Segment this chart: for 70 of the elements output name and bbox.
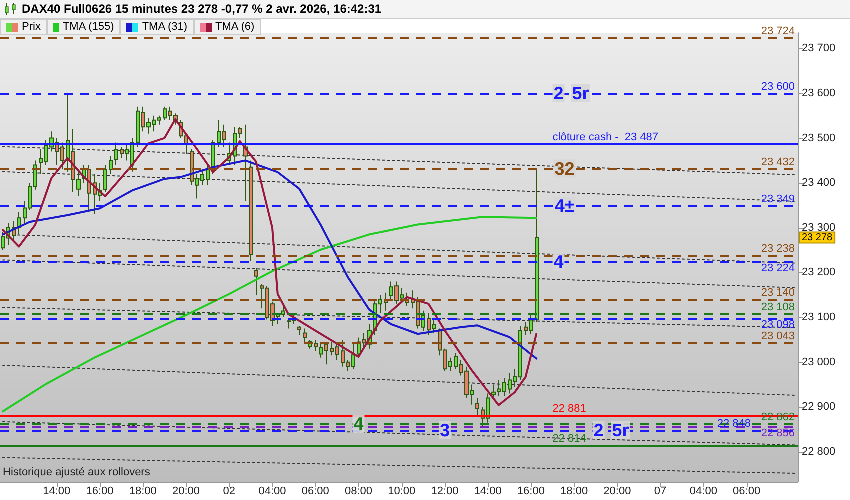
y-tick-label: 23 600: [802, 87, 836, 100]
legend-label: Prix: [0, 19, 47, 35]
annotation: 4: [354, 414, 364, 434]
line-series: [2, 118, 538, 406]
candlestick: [314, 339, 318, 352]
candlestick: [297, 326, 301, 336]
x-tick-label: 06:00: [733, 486, 761, 498]
x-tick-label: 14:00: [43, 486, 71, 498]
ref-line-label: 23 098: [761, 318, 795, 331]
candlestick: [491, 384, 496, 401]
y-tick-label: 23 200: [802, 266, 836, 279]
annotation: 3: [440, 420, 450, 440]
ref-line-label: 23 224: [761, 262, 795, 274]
annotation: 32: [554, 158, 575, 179]
x-tick-label: 20:00: [604, 486, 632, 498]
candlestick: [535, 168, 539, 323]
x-tick-label: 16:00: [86, 486, 114, 498]
ref-line-label: 22 814: [552, 433, 586, 446]
annotation: 5r: [572, 83, 590, 104]
x-tick-label: 14:00: [474, 486, 502, 498]
line-series: [2, 160, 538, 360]
x-tick-label: 04:00: [690, 486, 718, 498]
y-tick-label: 23 300: [802, 222, 836, 234]
ref-line-label: 23 432: [761, 156, 795, 168]
y-tick-label: 23 000: [802, 356, 836, 368]
x-tick-label: 06:00: [302, 486, 330, 498]
x-tick-label: 18:00: [129, 486, 157, 498]
y-tick-label: 23 400: [802, 177, 836, 190]
candlestick: [206, 164, 210, 186]
candlestick: [254, 268, 258, 296]
ref-line-label: 23 724: [761, 25, 795, 38]
candlestick: [303, 328, 307, 343]
x-tick-label: 08:00: [344, 486, 372, 498]
x-tick-label: 02: [223, 486, 236, 498]
x-tick-label: 10:00: [388, 486, 416, 498]
x-tick-label: 20:00: [172, 486, 200, 498]
chart-title: DAX40 Full0626 15 minutes 23 278 -0,77 % 2 avr. 2026, 16:42:31: [22, 1, 382, 18]
legend-label: TMA (155): [46, 19, 120, 35]
x-tick-label: 12:00: [431, 486, 459, 498]
line-series: [2, 216, 538, 413]
ref-line-label: 23 140: [761, 287, 795, 300]
ref-line-label: 23 108: [761, 301, 795, 314]
ref-line-label: 23 043: [761, 330, 795, 343]
y-tick-label: 22 800: [802, 446, 836, 458]
x-tick-label: 04:00: [258, 486, 286, 498]
candlestick: [243, 124, 248, 202]
y-tick-label: 23 100: [802, 312, 836, 324]
candlestick: [249, 160, 253, 262]
candlestick: [475, 398, 479, 417]
candlestick: [281, 306, 285, 318]
ref-line-label: 23 238: [761, 243, 795, 256]
y-tick-label: 23 500: [802, 132, 836, 144]
ref-line-label: clôture cash - 23 487: [552, 132, 659, 144]
annotation: 4: [554, 252, 564, 272]
x-tick-label: 07: [654, 486, 667, 498]
annotation: 2: [554, 83, 564, 104]
legend-label: TMA (6): [194, 19, 261, 35]
ref-line-label: 23 600: [761, 80, 795, 93]
annotation: Historique ajusté aux rollovers: [3, 466, 151, 478]
y-tick-label: 23 700: [802, 42, 836, 55]
annotation: 5r: [612, 420, 630, 440]
ref-line-label: 22 856: [761, 427, 795, 440]
text: 23 278: [802, 232, 833, 244]
x-tick-label: 16:00: [517, 486, 545, 498]
ref-line-label: 22 881: [552, 403, 586, 416]
annotation: 2: [594, 420, 604, 440]
y-tick-label: 22 900: [802, 401, 836, 414]
x-tick-label: 18:00: [560, 486, 588, 498]
legend-label: TMA (31): [120, 19, 194, 35]
annotation: 4±: [554, 196, 575, 216]
